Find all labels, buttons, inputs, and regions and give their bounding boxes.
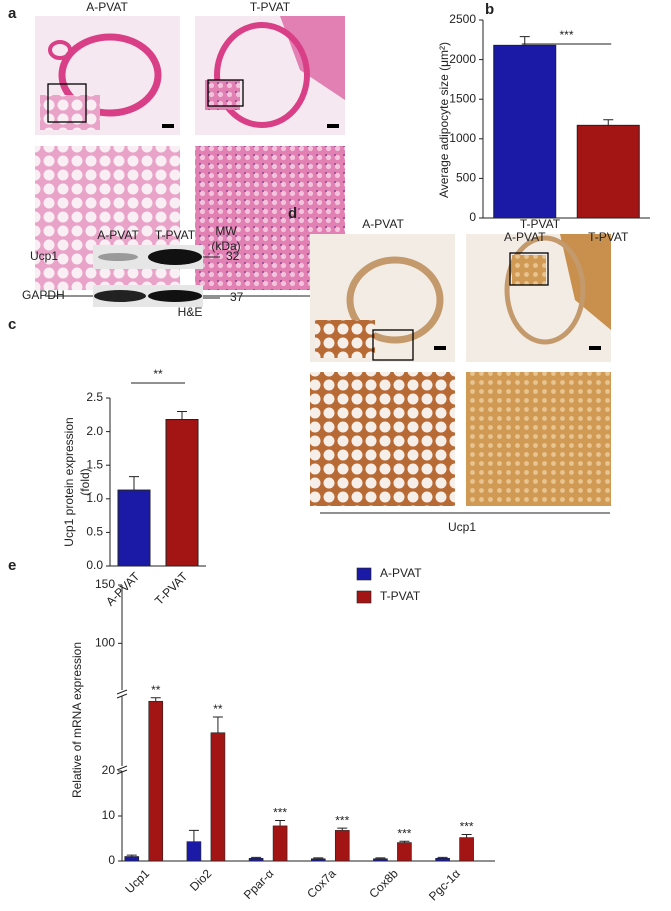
mw-unit: (kDa)	[211, 239, 240, 253]
error-bar	[337, 827, 348, 831]
significance-label: **	[153, 367, 163, 381]
caption: Ucp1	[448, 520, 476, 534]
y-tick-label: 0	[108, 853, 115, 867]
mw-label: MW	[215, 224, 237, 238]
bar	[186, 841, 202, 862]
blot-row-label: GAPDH	[22, 288, 65, 302]
bar	[435, 857, 450, 862]
y-tick-label: 100	[95, 636, 115, 650]
y-tick-label: 1000	[449, 131, 476, 145]
significance-label: ***	[460, 820, 474, 834]
blot-row-label: Ucp1	[30, 249, 58, 263]
legend-label: T-PVAT	[380, 589, 421, 603]
error-bar	[461, 833, 472, 838]
y-tick-label: 2.0	[86, 424, 103, 438]
ihc-images	[310, 234, 611, 506]
bar	[117, 489, 151, 567]
column-label: A-PVAT	[362, 217, 404, 231]
y-axis-label: (fold)	[78, 468, 92, 495]
he-images	[35, 16, 345, 290]
bar	[124, 856, 140, 862]
significance-label: **	[213, 702, 223, 716]
x-tick-label: Dio2	[187, 866, 215, 894]
significance-label: ***	[335, 813, 349, 827]
y-tick-label: 500	[456, 171, 476, 185]
blot	[93, 245, 203, 307]
y-tick-label: 0.0	[86, 558, 103, 572]
bar	[576, 124, 640, 219]
significance-label: ***	[273, 806, 287, 820]
x-tick-label: Ucp1	[122, 866, 152, 896]
error-bar	[126, 854, 137, 857]
y-tick-label: 2000	[449, 52, 476, 66]
error-bar	[188, 829, 199, 842]
bar	[165, 419, 199, 567]
axis-break	[116, 765, 128, 775]
bar	[210, 732, 226, 862]
bar	[459, 837, 474, 862]
column-label: A-PVAT	[86, 0, 128, 14]
y-tick-label: 0.5	[86, 525, 103, 539]
y-tick-label: 1.0	[86, 491, 103, 505]
x-tick-label: Ppar-α	[241, 866, 277, 902]
x-tick-label: T-PVAT	[152, 569, 191, 608]
significance-label: ***	[559, 28, 573, 42]
caption: H&E	[178, 305, 203, 319]
panel-label: a	[8, 5, 17, 22]
error-bar	[129, 476, 139, 491]
y-axis-label: Ucp1 protein expression	[62, 417, 76, 546]
legend-label: A-PVAT	[380, 566, 422, 580]
significance-label: ***	[397, 826, 411, 840]
column-label: T-PVAT	[250, 0, 291, 14]
y-tick-label: 1500	[449, 91, 476, 105]
error-bar	[313, 857, 324, 859]
significance-label: **	[151, 683, 161, 697]
legend-swatch	[356, 567, 372, 581]
panel-label: b	[485, 1, 494, 18]
error-bar	[150, 697, 161, 702]
error-bar	[275, 820, 286, 826]
error-bar	[251, 856, 262, 859]
x-tick-label: T-PVAT	[588, 230, 629, 244]
bar	[373, 858, 388, 862]
x-tick-label: Pgc-1α	[426, 866, 463, 903]
panel-label: e	[8, 557, 16, 574]
bar	[310, 858, 326, 862]
y-tick-label: 20	[102, 763, 116, 777]
x-tick-label: A-PVAT	[504, 230, 546, 244]
y-tick-label: 1.5	[86, 457, 103, 471]
mw-value: 37	[230, 290, 244, 304]
bar	[397, 842, 412, 862]
error-bar	[177, 410, 187, 420]
error-bar	[399, 840, 410, 843]
y-axis-label: Relative of mRNA expression	[70, 642, 84, 798]
error-bar	[212, 716, 223, 733]
x-tick-label: Cox8b	[366, 866, 401, 901]
y-tick-label: 2500	[449, 12, 476, 26]
mw-value: 32	[226, 249, 240, 263]
bar	[334, 830, 350, 862]
panel-label: d	[288, 205, 297, 222]
y-tick-label: 0	[469, 210, 476, 224]
error-bar	[375, 857, 386, 859]
axis-break	[116, 689, 128, 699]
y-tick-label: 10	[102, 808, 116, 822]
column-label: A-PVAT	[97, 228, 139, 242]
bar	[148, 700, 164, 862]
column-label: T-PVAT	[520, 217, 561, 231]
panel-label: c	[8, 316, 16, 333]
bar	[272, 825, 288, 862]
y-tick-label: 150	[95, 577, 115, 591]
bar	[493, 44, 557, 219]
y-tick-label: 2.5	[86, 390, 103, 404]
legend-swatch	[356, 590, 372, 604]
error-bar	[603, 119, 614, 126]
y-axis-label: Average adipocyte size (μm²)	[437, 42, 451, 198]
bar	[248, 857, 264, 862]
x-tick-label: Cox7a	[304, 866, 339, 901]
column-label: T-PVAT	[155, 228, 196, 242]
error-bar	[437, 856, 448, 859]
